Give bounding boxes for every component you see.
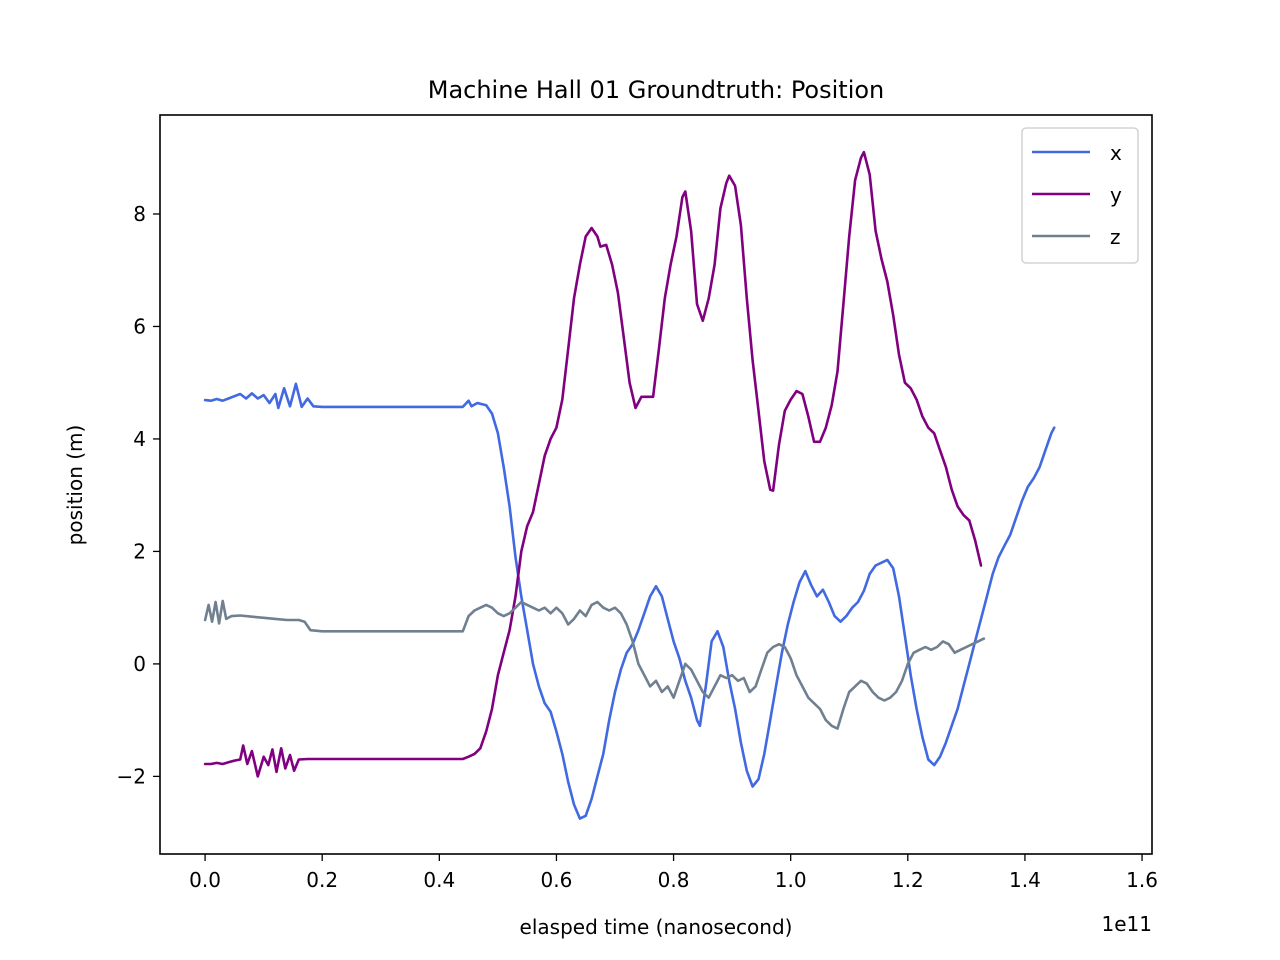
y-tick-label: 8 bbox=[133, 202, 146, 226]
y-tick-label: 2 bbox=[133, 539, 146, 563]
legend-label-y: y bbox=[1110, 183, 1122, 207]
x-axis: 0.0 0.2 0.4 0.6 0.8 1.0 1.2 1.4 1.6 bbox=[189, 854, 1158, 892]
legend-label-z: z bbox=[1110, 225, 1121, 249]
legend-label-x: x bbox=[1110, 141, 1122, 165]
x-tick-label: 0.8 bbox=[658, 868, 690, 892]
series-line-z bbox=[203, 599, 986, 730]
x-tick-label: 0.0 bbox=[189, 868, 221, 892]
plot-series bbox=[203, 150, 1056, 820]
chart-title: Machine Hall 01 Groundtruth: Position bbox=[428, 76, 885, 104]
y-tick-label: 6 bbox=[133, 314, 146, 338]
x-tick-label: 1.0 bbox=[775, 868, 807, 892]
x-tick-label: 1.2 bbox=[892, 868, 924, 892]
y-tick-label: 4 bbox=[133, 427, 146, 451]
y-axis-label: position (m) bbox=[63, 425, 87, 546]
legend: xyz bbox=[1021, 127, 1139, 264]
x-axis-label: elasped time (nanosecond) bbox=[520, 915, 793, 939]
x-tick-label: 0.2 bbox=[306, 868, 338, 892]
series-line-y bbox=[203, 150, 983, 778]
y-tick-label: 0 bbox=[133, 652, 146, 676]
x-tick-label: 1.4 bbox=[1009, 868, 1041, 892]
x-axis-offset-label: 1e11 bbox=[1102, 912, 1152, 936]
legend-box bbox=[1021, 127, 1139, 264]
x-tick-label: 0.6 bbox=[541, 868, 573, 892]
x-tick-label: 1.6 bbox=[1126, 868, 1158, 892]
y-tick-label: −2 bbox=[117, 764, 146, 788]
plot-frame bbox=[159, 114, 1153, 855]
series-line-x bbox=[203, 382, 1056, 820]
x-tick-label: 0.4 bbox=[423, 868, 455, 892]
y-axis: −2 0 2 4 6 8 bbox=[117, 202, 160, 788]
